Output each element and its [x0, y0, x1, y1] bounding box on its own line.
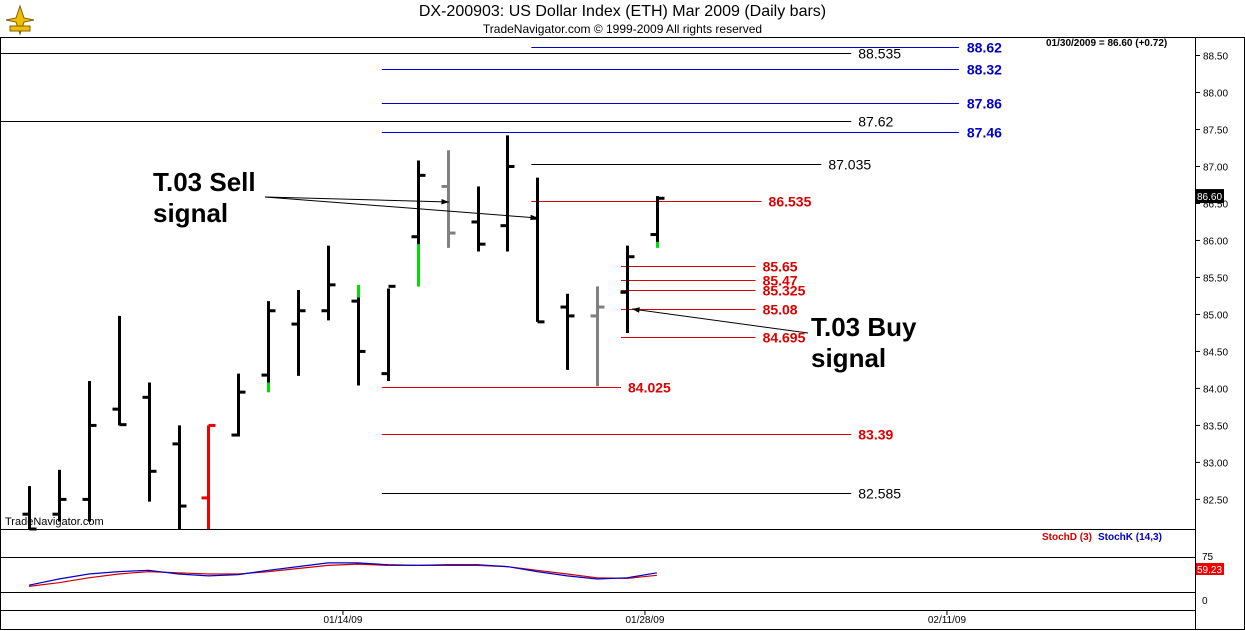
ohlc-bar [142, 382, 157, 502]
y-tick-label: 83.50 [1203, 421, 1228, 432]
sell-arrow-2 [264, 196, 539, 219]
buy-signal-annotation: T.03 Buy signal [811, 312, 917, 373]
stoch-tick-label: 75 [1202, 552, 1214, 563]
ohlc-bar [530, 177, 545, 324]
y-tick-label: 83.00 [1203, 458, 1228, 469]
y-tick-label: 88.00 [1203, 88, 1228, 99]
ohlc-bar [201, 423, 216, 529]
ohlc-bar [650, 196, 665, 248]
ohlc-bar [22, 486, 37, 531]
y-tick-label: 84.00 [1203, 384, 1228, 395]
level-lines: 88.62 88.535 88.32 87.86 87.62 87.46 87.035 86.… [0, 40, 1002, 502]
chart-subtitle: TradeNavigator.com © 1999-2009 All right… [482, 22, 763, 36]
stoch-legend: StochD (3) StochK (14,3) [1042, 532, 1162, 543]
buy-arrow [631, 308, 809, 334]
level-label: 87.86 [967, 96, 1002, 112]
buy-arrow-head [632, 307, 640, 313]
current-price-box [1196, 189, 1224, 204]
stoch-value-label: 59.23 [1197, 565, 1222, 576]
level-label: 82.585 [858, 486, 901, 502]
ohlc-bar [291, 290, 306, 376]
stoch-tick-label: 0 [1202, 596, 1208, 607]
ohlc-bars [22, 135, 665, 531]
ohlc-bar [172, 425, 187, 529]
ohlc-bar [82, 381, 97, 522]
y-tick-label: 87.00 [1203, 162, 1228, 173]
ohlc-bar [590, 286, 605, 387]
level-label: 87.46 [967, 125, 1002, 141]
stochastic-panel: 75 0 59.23 [0, 552, 1224, 607]
level-label: 88.535 [858, 46, 901, 62]
ohlc-bar [471, 186, 486, 252]
ohlc-bar [321, 245, 336, 321]
level-label: 84.695 [763, 330, 806, 346]
current-price-label: 86.60 [1197, 192, 1222, 203]
watermark: TradeNavigator.com [5, 516, 104, 528]
y-tick-label: 84.50 [1203, 347, 1228, 358]
ohlc-bar [411, 160, 426, 287]
ohlc-bar [620, 245, 635, 333]
stoch-k-legend: StochK (14,3) [1098, 532, 1162, 543]
level-label: 85.65 [763, 259, 798, 275]
level-label: 85.325 [763, 283, 806, 299]
x-tick-label: 01/28/09 [625, 615, 664, 626]
stoch-d-legend: StochD (3) [1042, 532, 1092, 543]
y-tick-label: 88.50 [1203, 51, 1228, 62]
level-label: 85.08 [763, 302, 798, 318]
y-tick-label: 86.00 [1203, 236, 1228, 247]
y-tick-label: 85.00 [1203, 310, 1228, 321]
ohlc-bar [351, 284, 366, 386]
ohlc-bar [261, 301, 276, 393]
stoch-value-box [1196, 563, 1224, 575]
x-tick-label: 01/14/09 [323, 615, 362, 626]
ohlc-bar [441, 150, 456, 248]
trade-navigator-logo-icon [4, 4, 36, 36]
ohlc-bar [112, 315, 127, 427]
ohlc-bar [500, 135, 515, 252]
sell-arrow-1 [264, 196, 450, 203]
status-readout: 01/30/2009 = 86.60 (+0.72) [1046, 38, 1168, 49]
y-tick-label: 86.50 [1203, 199, 1228, 210]
y-tick-label: 82.50 [1203, 495, 1228, 506]
sell-signal-annotation: T.03 Sell signal [153, 167, 256, 228]
level-label: 87.035 [828, 157, 871, 173]
level-label: 88.62 [967, 40, 1002, 56]
level-label: 87.62 [858, 114, 893, 130]
signal-arrows [264, 196, 809, 334]
stoch-k-line [28, 562, 657, 586]
sell-arrow-2-head [530, 214, 538, 221]
ohlc-bar [560, 293, 575, 370]
ohlc-bar [381, 284, 396, 382]
ohlc-bar [231, 373, 246, 437]
ohlc-bar [52, 469, 67, 522]
chart-title: DX-200903: US Dollar Index (ETH) Mar 200… [418, 3, 827, 20]
y-tick-label: 85.50 [1203, 273, 1228, 284]
y-tick-label: 87.50 [1203, 125, 1228, 136]
level-label: 84.025 [628, 380, 671, 396]
level-label: 86.535 [769, 194, 812, 210]
price-axis: 82.50 83.00 83.50 84.00 84.50 85.00 85.50 86.00… [1195, 51, 1228, 506]
level-label: 88.32 [967, 62, 1002, 78]
stoch-d-line [28, 563, 657, 587]
level-label: 83.39 [858, 427, 893, 443]
sell-arrow-1-head [441, 199, 449, 205]
date-axis: 01/14/09 01/28/09 02/11/09 [323, 610, 966, 626]
x-tick-label: 02/11/09 [928, 615, 967, 626]
level-label: 85.47 [763, 273, 798, 289]
